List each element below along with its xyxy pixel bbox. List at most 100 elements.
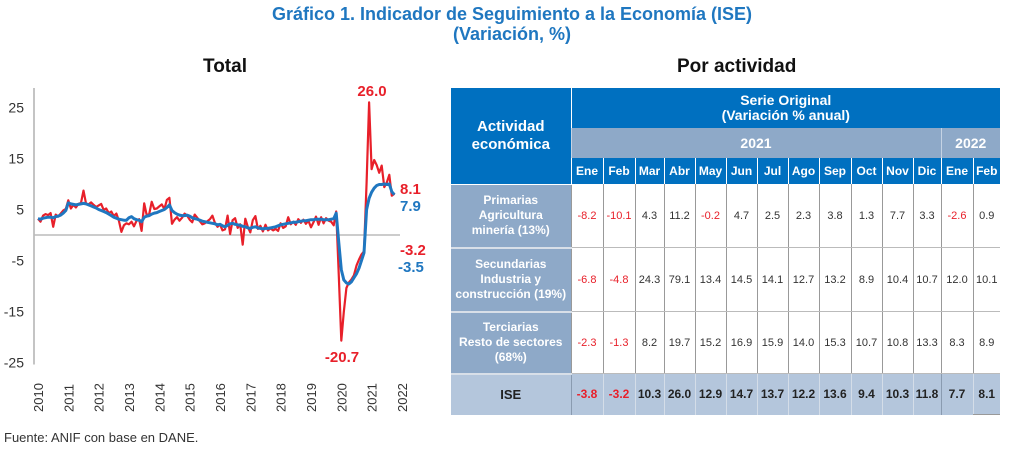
- table-cell-ise: 11.8: [912, 373, 941, 415]
- row-label-line: (68%): [494, 350, 527, 364]
- table-cell: 1.3: [850, 184, 882, 248]
- row-label-ise: ISE: [451, 373, 572, 415]
- month-header: Sep: [818, 158, 851, 184]
- month-header: Nov: [881, 158, 913, 184]
- table-cell: 10.4: [881, 247, 913, 312]
- table-cell: 13.3: [912, 311, 941, 374]
- table-cell: -8.2: [570, 184, 603, 248]
- activity-header-text: Actividad: [476, 117, 545, 135]
- table-cell: 19.7: [663, 311, 695, 374]
- x-tick-label: 2019: [304, 383, 319, 412]
- data-label: -3.2: [400, 242, 426, 259]
- x-tick-label: 2010: [31, 383, 46, 412]
- x-tick-label: 2021: [365, 383, 380, 412]
- table-cell: 8.9: [850, 247, 882, 312]
- month-header: Mar: [634, 158, 664, 184]
- table-cell: 11.2: [663, 184, 695, 248]
- table-cell: 7.7: [881, 184, 913, 248]
- table-cell: -2.3: [570, 311, 603, 374]
- row-label: Primarias Agricultura minería (13%): [451, 184, 571, 249]
- y-tick-label: -15: [4, 304, 24, 320]
- table-cell: 10.7: [850, 311, 882, 374]
- table-cell: 12.0: [940, 247, 973, 312]
- y-tick-label: 25: [8, 100, 24, 116]
- y-tick-label: 5: [16, 202, 24, 218]
- row-label-line: Secundarias: [475, 257, 547, 271]
- table-cell: 13.2: [818, 247, 851, 312]
- header-row: Actividad económica Serie Original (Variaci…: [451, 88, 1000, 185]
- chart-subtitle: (Variación, %): [452, 24, 572, 44]
- month-header: Abr: [663, 158, 695, 184]
- table-row: Terciarias Resto de sectores (68%) -2.3 -1.3…: [451, 311, 1000, 375]
- y-tick-label: -5: [12, 253, 25, 269]
- table-cell: -6.8: [570, 247, 603, 312]
- table-cell: 79.1: [663, 247, 695, 312]
- table-cell: 14.1: [756, 247, 788, 312]
- row-label-line: Primarias: [483, 193, 539, 207]
- x-tick-label: 2020: [334, 383, 349, 412]
- table-cell: 13.4: [694, 247, 726, 312]
- table-cell: 2.3: [787, 184, 819, 248]
- table-cell-ise: -3.2: [602, 373, 635, 415]
- table-row: Primarias Agricultura minería (13%) -8.2 -10…: [451, 184, 1000, 249]
- table-row: Secundarias Industria y construcción (19%)…: [451, 247, 1000, 313]
- x-tick-label: 2016: [213, 383, 228, 412]
- table-cell-ise: 10.3: [634, 373, 664, 415]
- x-tick-label: 2015: [183, 383, 198, 412]
- table-cell: 3.8: [818, 184, 851, 248]
- table-cell-ise: -3.8: [570, 373, 603, 415]
- table-cell: 4.3: [634, 184, 664, 248]
- table-cell-ise: 14.7: [725, 373, 757, 415]
- table-cell: 0.9: [972, 184, 1000, 248]
- table-cell: 12.7: [787, 247, 819, 312]
- table-cell-ise: 13.7: [756, 373, 788, 415]
- activity-header-text: económica: [471, 135, 550, 153]
- table-cell: -2.6: [940, 184, 973, 248]
- table-cell: -4.8: [602, 247, 635, 312]
- table-cell: 3.3: [912, 184, 941, 248]
- x-tick-label: 2013: [122, 383, 137, 412]
- table-cell: -1.3: [602, 311, 635, 374]
- month-header: Ene: [570, 158, 603, 184]
- data-label: 7.9: [400, 198, 421, 215]
- ise-line-chart: 25 15 5 -5 -15 -25 2010 2011 2012 2013 2014 2015 201…: [4, 83, 426, 412]
- table-cell: 8.9: [972, 311, 1000, 374]
- series-trend-line: [37, 182, 396, 286]
- month-header: Ene: [940, 158, 973, 184]
- row-label-line: Industria y: [480, 272, 542, 286]
- x-tick-label: 2022: [395, 383, 410, 412]
- table-cell: 24.3: [634, 247, 664, 312]
- month-header: May: [694, 158, 726, 184]
- table-cell: 4.7: [725, 184, 757, 248]
- year-row: 2021 2022: [451, 128, 1000, 158]
- row-label-line: construcción (19%): [455, 287, 567, 301]
- month-header: Ago: [787, 158, 819, 184]
- table-cell-ise: 12.2: [787, 373, 819, 415]
- table-cell-ise: 10.3: [881, 373, 913, 415]
- table-cell-ise: 13.6: [818, 373, 851, 415]
- row-label-line: Terciarias: [482, 320, 539, 334]
- row-label-line: Agricultura: [478, 208, 543, 222]
- table-cell-ise: 7.7: [940, 373, 973, 415]
- series-header-line2: (Variación % anual): [721, 107, 850, 123]
- month-row: Ene Feb Mar Abr May Jun Jul Ago Sep Oct Nov Dic Ene F…: [451, 158, 1000, 184]
- series-header-line1: Serie Original: [740, 92, 832, 108]
- table-cell: 15.3: [818, 311, 851, 374]
- x-tick-label: 2012: [92, 383, 107, 412]
- chart-title: Gráfico 1. Indicador de Seguimiento a la…: [271, 4, 753, 24]
- month-header: Jul: [756, 158, 788, 184]
- x-tick-label: 2014: [152, 383, 167, 412]
- table-cell: -10.1: [602, 184, 635, 248]
- table-cell: 8.2: [634, 311, 664, 374]
- table-cell: 2.5: [756, 184, 788, 248]
- total-panel-title: Total: [203, 56, 247, 77]
- table-cell: 16.9: [725, 311, 757, 374]
- y-tick-label: -25: [4, 355, 24, 371]
- month-header: Dic: [912, 158, 941, 184]
- data-label: -3.5: [398, 259, 424, 276]
- table-cell: 8.3: [940, 311, 973, 374]
- table-cell-ise: 12.9: [694, 373, 726, 415]
- table-cell-ise: 9.4: [850, 373, 882, 415]
- x-tick-label: 2017: [243, 383, 258, 412]
- data-label: 26.0: [357, 83, 386, 100]
